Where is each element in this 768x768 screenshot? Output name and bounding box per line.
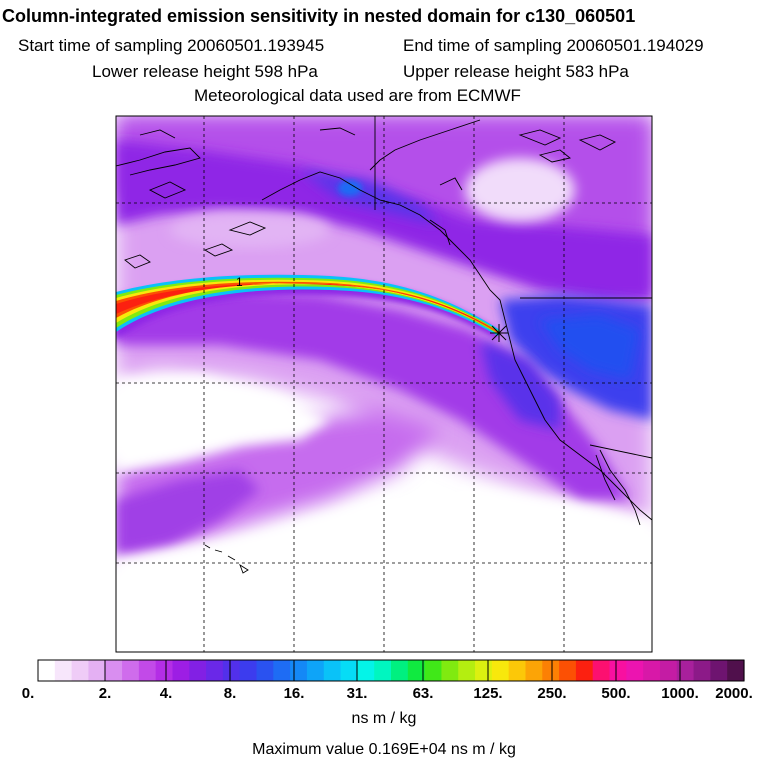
colorbar-swatch xyxy=(710,660,728,681)
colorbar-swatch xyxy=(290,660,308,681)
colorbar-swatch xyxy=(306,660,325,681)
colorbar-tick-label: 250. xyxy=(537,685,567,702)
colorbar-swatch xyxy=(256,660,274,681)
colorbar-swatch xyxy=(189,660,207,681)
colorbar-tick-label: 16. xyxy=(283,685,305,702)
colorbar-swatch xyxy=(239,660,258,681)
colorbar-swatch xyxy=(508,660,527,681)
plot-title: Column-integrated emission sensitivity i… xyxy=(2,6,636,26)
colorbar-tick-label: 1000. xyxy=(661,685,699,702)
end-time-label: End time of sampling 20060501.194029 xyxy=(403,36,704,55)
colorbar-swatch xyxy=(592,660,611,681)
colorbar-swatch xyxy=(357,660,375,681)
borders xyxy=(374,116,653,459)
coastlines xyxy=(116,119,652,574)
map-frame xyxy=(115,115,653,653)
colorbar-tick-label: 8. xyxy=(223,685,237,702)
colorbar-swatch xyxy=(38,660,56,681)
colorbar-tick-label: 31. xyxy=(346,685,368,702)
colorbar-swatch xyxy=(559,660,577,681)
colorbar-swatch xyxy=(525,660,543,681)
colorbar-swatch xyxy=(122,660,140,681)
units-label: ns m / kg xyxy=(351,710,417,727)
colorbar-swatch xyxy=(727,660,745,681)
lower-release-label: Lower release height 598 hPa xyxy=(92,62,318,81)
lat-lon-grid xyxy=(116,116,652,652)
colorbar-swatch xyxy=(491,660,510,681)
colorbar-swatch xyxy=(676,660,695,681)
met-data-label: Meteorological data used are from ECMWF xyxy=(194,86,521,105)
release-point-marker xyxy=(490,324,508,342)
colorbar-swatch xyxy=(575,660,594,681)
colorbar-swatch xyxy=(172,660,190,681)
colorbar-tick-label: 2000. xyxy=(715,685,753,702)
colorbar-swatch xyxy=(71,660,90,681)
colorbar-swatch xyxy=(643,660,661,681)
colorbar-swatch xyxy=(323,660,342,681)
colorbar xyxy=(37,660,745,681)
maximum-value-label: Maximum value 0.169E+04 ns m / kg xyxy=(252,741,516,758)
colorbar-swatch xyxy=(424,660,443,681)
colorbar-swatch xyxy=(54,660,73,681)
colorbar-swatch xyxy=(374,660,392,681)
colorbar-swatch xyxy=(475,660,493,681)
colorbar-swatch xyxy=(273,660,291,681)
colorbar-swatch xyxy=(441,660,459,681)
colorbar-swatch xyxy=(222,660,241,681)
colorbar-tick-label: 500. xyxy=(601,685,631,702)
colorbar-frame xyxy=(37,659,745,682)
colorbar-swatch xyxy=(155,660,174,681)
colorbar-swatch xyxy=(138,660,157,681)
colorbar-tick-label: 0. xyxy=(21,685,35,702)
start-time-label: Start time of sampling 20060501.193945 xyxy=(18,36,325,55)
colorbar-swatch xyxy=(542,660,560,681)
colorbar-swatch xyxy=(105,660,123,681)
colorbar-swatch xyxy=(88,660,106,681)
colorbar-tick-label: 63. xyxy=(412,685,434,702)
colorbar-swatch xyxy=(659,660,678,681)
colorbar-swatch xyxy=(458,660,476,681)
colorbar-swatch xyxy=(693,660,711,681)
colorbar-tick-label: 2. xyxy=(98,685,112,702)
colorbar-swatch xyxy=(391,660,409,681)
colorbar-tick-label: 125. xyxy=(473,685,503,702)
colorbar-swatch xyxy=(206,660,224,681)
colorbar-swatch xyxy=(340,660,358,681)
contour-label: 1 xyxy=(236,275,243,289)
colorbar-tick-label: 4. xyxy=(159,685,173,702)
colorbar-swatch xyxy=(407,660,426,681)
upper-release-label: Upper release height 583 hPa xyxy=(403,62,629,81)
colorbar-swatch xyxy=(609,660,627,681)
colorbar-swatch xyxy=(626,660,644,681)
